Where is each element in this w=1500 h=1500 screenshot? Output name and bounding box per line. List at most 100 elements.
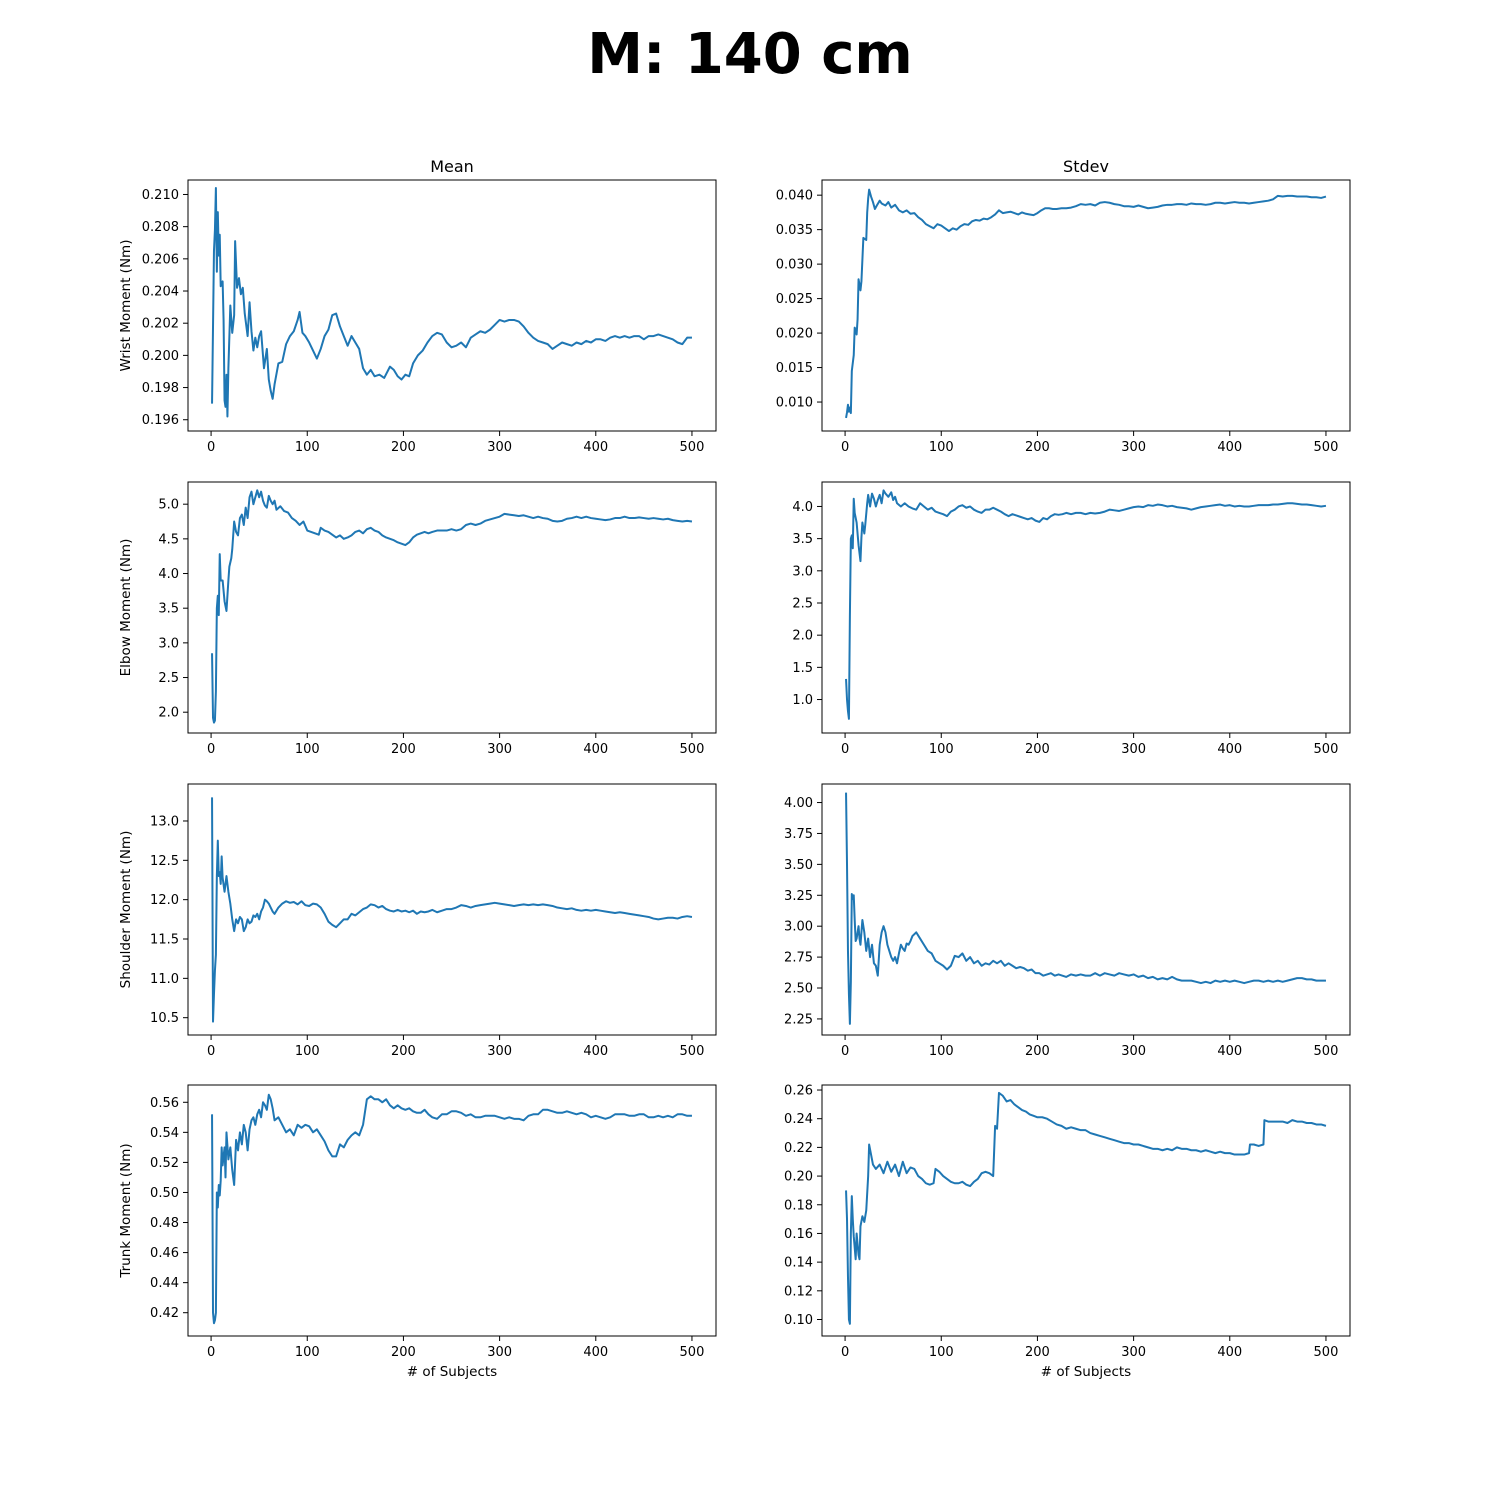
y-tick-label-wrist-stdev: 0.030 <box>776 258 813 273</box>
y-tick-label-wrist-mean: 0.208 <box>142 220 179 235</box>
y-tick-label-wrist-mean: 0.202 <box>142 317 179 332</box>
x-tick-label-trunk-mean: 300 <box>487 1345 512 1360</box>
plot-frame-trunk-mean <box>187 1084 717 1337</box>
x-tick-label-trunk-stdev: 100 <box>929 1345 954 1360</box>
y-tick-label-elbow-stdev: 1.0 <box>792 693 813 708</box>
x-tick-label-trunk-stdev: 300 <box>1121 1345 1146 1360</box>
x-tick-label-elbow-stdev: 200 <box>1025 742 1050 757</box>
x-axis-label-trunk-mean: # of Subjects <box>407 1364 497 1380</box>
y-tick-label-wrist-mean: 0.198 <box>142 381 179 396</box>
x-tick-label-trunk-mean: 0 <box>207 1345 215 1360</box>
y-tick-label-shoulder-stdev: 2.50 <box>784 982 813 997</box>
series-line-wrist-stdev-0 <box>845 188 1327 419</box>
y-tick-label-elbow-mean: 3.5 <box>158 602 179 617</box>
y-tick-label-trunk-stdev: 0.24 <box>784 1112 813 1127</box>
y-tick-label-wrist-stdev: 0.035 <box>776 223 813 238</box>
y-tick-label-shoulder-stdev: 3.00 <box>784 920 813 935</box>
series-line-wrist-mean-0 <box>211 187 692 418</box>
x-tick-label-trunk-stdev: 500 <box>1314 1345 1339 1360</box>
y-tick-label-trunk-stdev: 0.22 <box>784 1141 813 1156</box>
y-tick-label-wrist-mean: 0.204 <box>142 285 179 300</box>
x-tick-label-trunk-stdev: 400 <box>1217 1345 1242 1360</box>
y-tick-label-elbow-mean: 4.0 <box>158 567 179 582</box>
y-tick-label-elbow-mean: 2.0 <box>158 706 179 721</box>
y-tick-label-elbow-stdev: 2.0 <box>792 629 813 644</box>
series-line-trunk-stdev-0 <box>845 1091 1327 1325</box>
plot-frame-trunk-stdev <box>821 1084 1351 1337</box>
y-tick-label-trunk-mean: 0.46 <box>150 1246 179 1261</box>
panel-elbow-stdev: 0 100 200 300 400 500 1.0 1.5 2.0 2.5 3.0 3.5 4.0 <box>792 481 1351 757</box>
series-line-trunk-mean-0 <box>211 1093 692 1325</box>
y-tick-label-trunk-stdev: 0.10 <box>784 1313 813 1328</box>
x-tick-label-trunk-mean: 200 <box>391 1345 416 1360</box>
y-tick-label-elbow-stdev: 2.5 <box>792 596 813 611</box>
x-tick-label-shoulder-mean: 500 <box>680 1044 705 1059</box>
panel-trunk-stdev: 0 100 200 300 400 500 0.10 0.12 0.14 0.16 0.18 0.20… <box>784 1084 1351 1380</box>
y-tick-label-shoulder-stdev: 3.25 <box>784 889 813 904</box>
x-tick-label-shoulder-mean: 200 <box>391 1044 416 1059</box>
y-tick-label-trunk-mean: 0.48 <box>150 1216 179 1231</box>
y-tick-label-wrist-mean: 0.200 <box>142 349 179 364</box>
column-title-wrist-stdev: Stdev <box>1063 157 1109 176</box>
figure-title: M: 140 cm <box>587 22 913 87</box>
x-tick-label-shoulder-mean: 100 <box>295 1044 320 1059</box>
subplot-grid: 0 100 200 300 400 5000.1960.1980.2000.2020.20… <box>118 157 1351 1380</box>
y-tick-label-wrist-stdev: 0.010 <box>776 396 813 411</box>
y-tick-label-trunk-stdev: 0.12 <box>784 1284 813 1299</box>
y-tick-label-wrist-stdev: 0.040 <box>776 189 813 204</box>
y-tick-label-elbow-stdev: 4.0 <box>792 500 813 515</box>
y-tick-label-shoulder-stdev: 2.25 <box>784 1012 813 1027</box>
y-tick-label-wrist-mean: 0.206 <box>142 252 179 267</box>
x-tick-label-trunk-mean: 400 <box>583 1345 608 1360</box>
x-tick-label-wrist-mean: 400 <box>583 440 608 455</box>
series-line-shoulder-stdev-0 <box>845 792 1326 1025</box>
y-tick-label-shoulder-mean: 12.0 <box>150 893 179 908</box>
panel-elbow-mean: 0 100 200 300 400 500 2.0 2.5 3.0 3.5 4.0 4.5 5.0 Elb… <box>118 481 717 757</box>
y-tick-label-trunk-stdev: 0.18 <box>784 1198 813 1213</box>
y-tick-label-elbow-mean: 4.5 <box>158 532 179 547</box>
y-tick-label-trunk-mean: 0.56 <box>150 1096 179 1111</box>
plot-frame-shoulder-mean <box>187 783 717 1036</box>
y-tick-label-wrist-mean: 0.210 <box>142 188 179 203</box>
y-tick-label-wrist-stdev: 0.015 <box>776 361 813 376</box>
x-tick-label-elbow-mean: 0 <box>207 742 215 757</box>
plot-frame-elbow-mean <box>187 481 717 734</box>
y-tick-label-trunk-stdev: 0.20 <box>784 1170 813 1185</box>
x-tick-label-shoulder-stdev: 400 <box>1217 1044 1242 1059</box>
x-tick-label-elbow-mean: 300 <box>487 742 512 757</box>
y-tick-label-elbow-mean: 5.0 <box>158 498 179 513</box>
plot-frame-shoulder-stdev <box>821 783 1351 1036</box>
y-axis-label-shoulder-mean: Shoulder Moment (Nm) <box>118 831 134 989</box>
x-tick-label-wrist-mean: 200 <box>391 440 416 455</box>
y-axis-label-trunk-mean: Trunk Moment (Nm) <box>118 1143 134 1278</box>
x-tick-label-shoulder-stdev: 200 <box>1025 1044 1050 1059</box>
plot-frame-elbow-stdev <box>821 481 1351 734</box>
series-line-elbow-stdev-0 <box>845 489 1327 720</box>
x-tick-label-wrist-mean: 0 <box>207 440 215 455</box>
panel-wrist-mean: 0 100 200 300 400 500 0.196 0.198 0.200 0.202 0.20… <box>118 157 717 455</box>
x-tick-label-elbow-stdev: 300 <box>1121 742 1146 757</box>
x-tick-label-wrist-mean: 500 <box>680 440 705 455</box>
x-tick-label-elbow-stdev: 100 <box>929 742 954 757</box>
y-tick-label-trunk-stdev: 0.26 <box>784 1084 813 1099</box>
x-tick-label-wrist-stdev: 0 <box>841 440 849 455</box>
y-tick-label-trunk-mean: 0.54 <box>150 1126 179 1141</box>
x-tick-label-shoulder-stdev: 300 <box>1121 1044 1146 1059</box>
y-tick-label-trunk-stdev: 0.16 <box>784 1227 813 1242</box>
y-tick-label-elbow-mean: 3.0 <box>158 636 179 651</box>
y-tick-label-shoulder-stdev: 4.00 <box>784 796 813 811</box>
x-tick-label-trunk-stdev: 200 <box>1025 1345 1050 1360</box>
x-tick-label-elbow-mean: 100 <box>295 742 320 757</box>
panel-trunk-mean: 0 100 200 300 400 500 0.42 0.44 0.46 0.48 0.50 0.52… <box>118 1084 717 1380</box>
panel-shoulder-mean: 0 100 200 300 400 500 10.5 11.0 11.5 12.0 12.5 13.0… <box>118 783 717 1059</box>
series-line-shoulder-mean-0 <box>211 797 693 1023</box>
plot-frame-wrist-stdev <box>821 179 1351 432</box>
series-line-elbow-mean-0 <box>211 489 693 724</box>
y-tick-label-wrist-stdev: 0.025 <box>776 292 813 307</box>
column-title-wrist-mean: Mean <box>430 157 474 176</box>
y-tick-label-elbow-mean: 2.5 <box>158 671 179 686</box>
y-tick-label-trunk-mean: 0.50 <box>150 1186 179 1201</box>
y-tick-label-shoulder-mean: 11.0 <box>150 972 179 987</box>
